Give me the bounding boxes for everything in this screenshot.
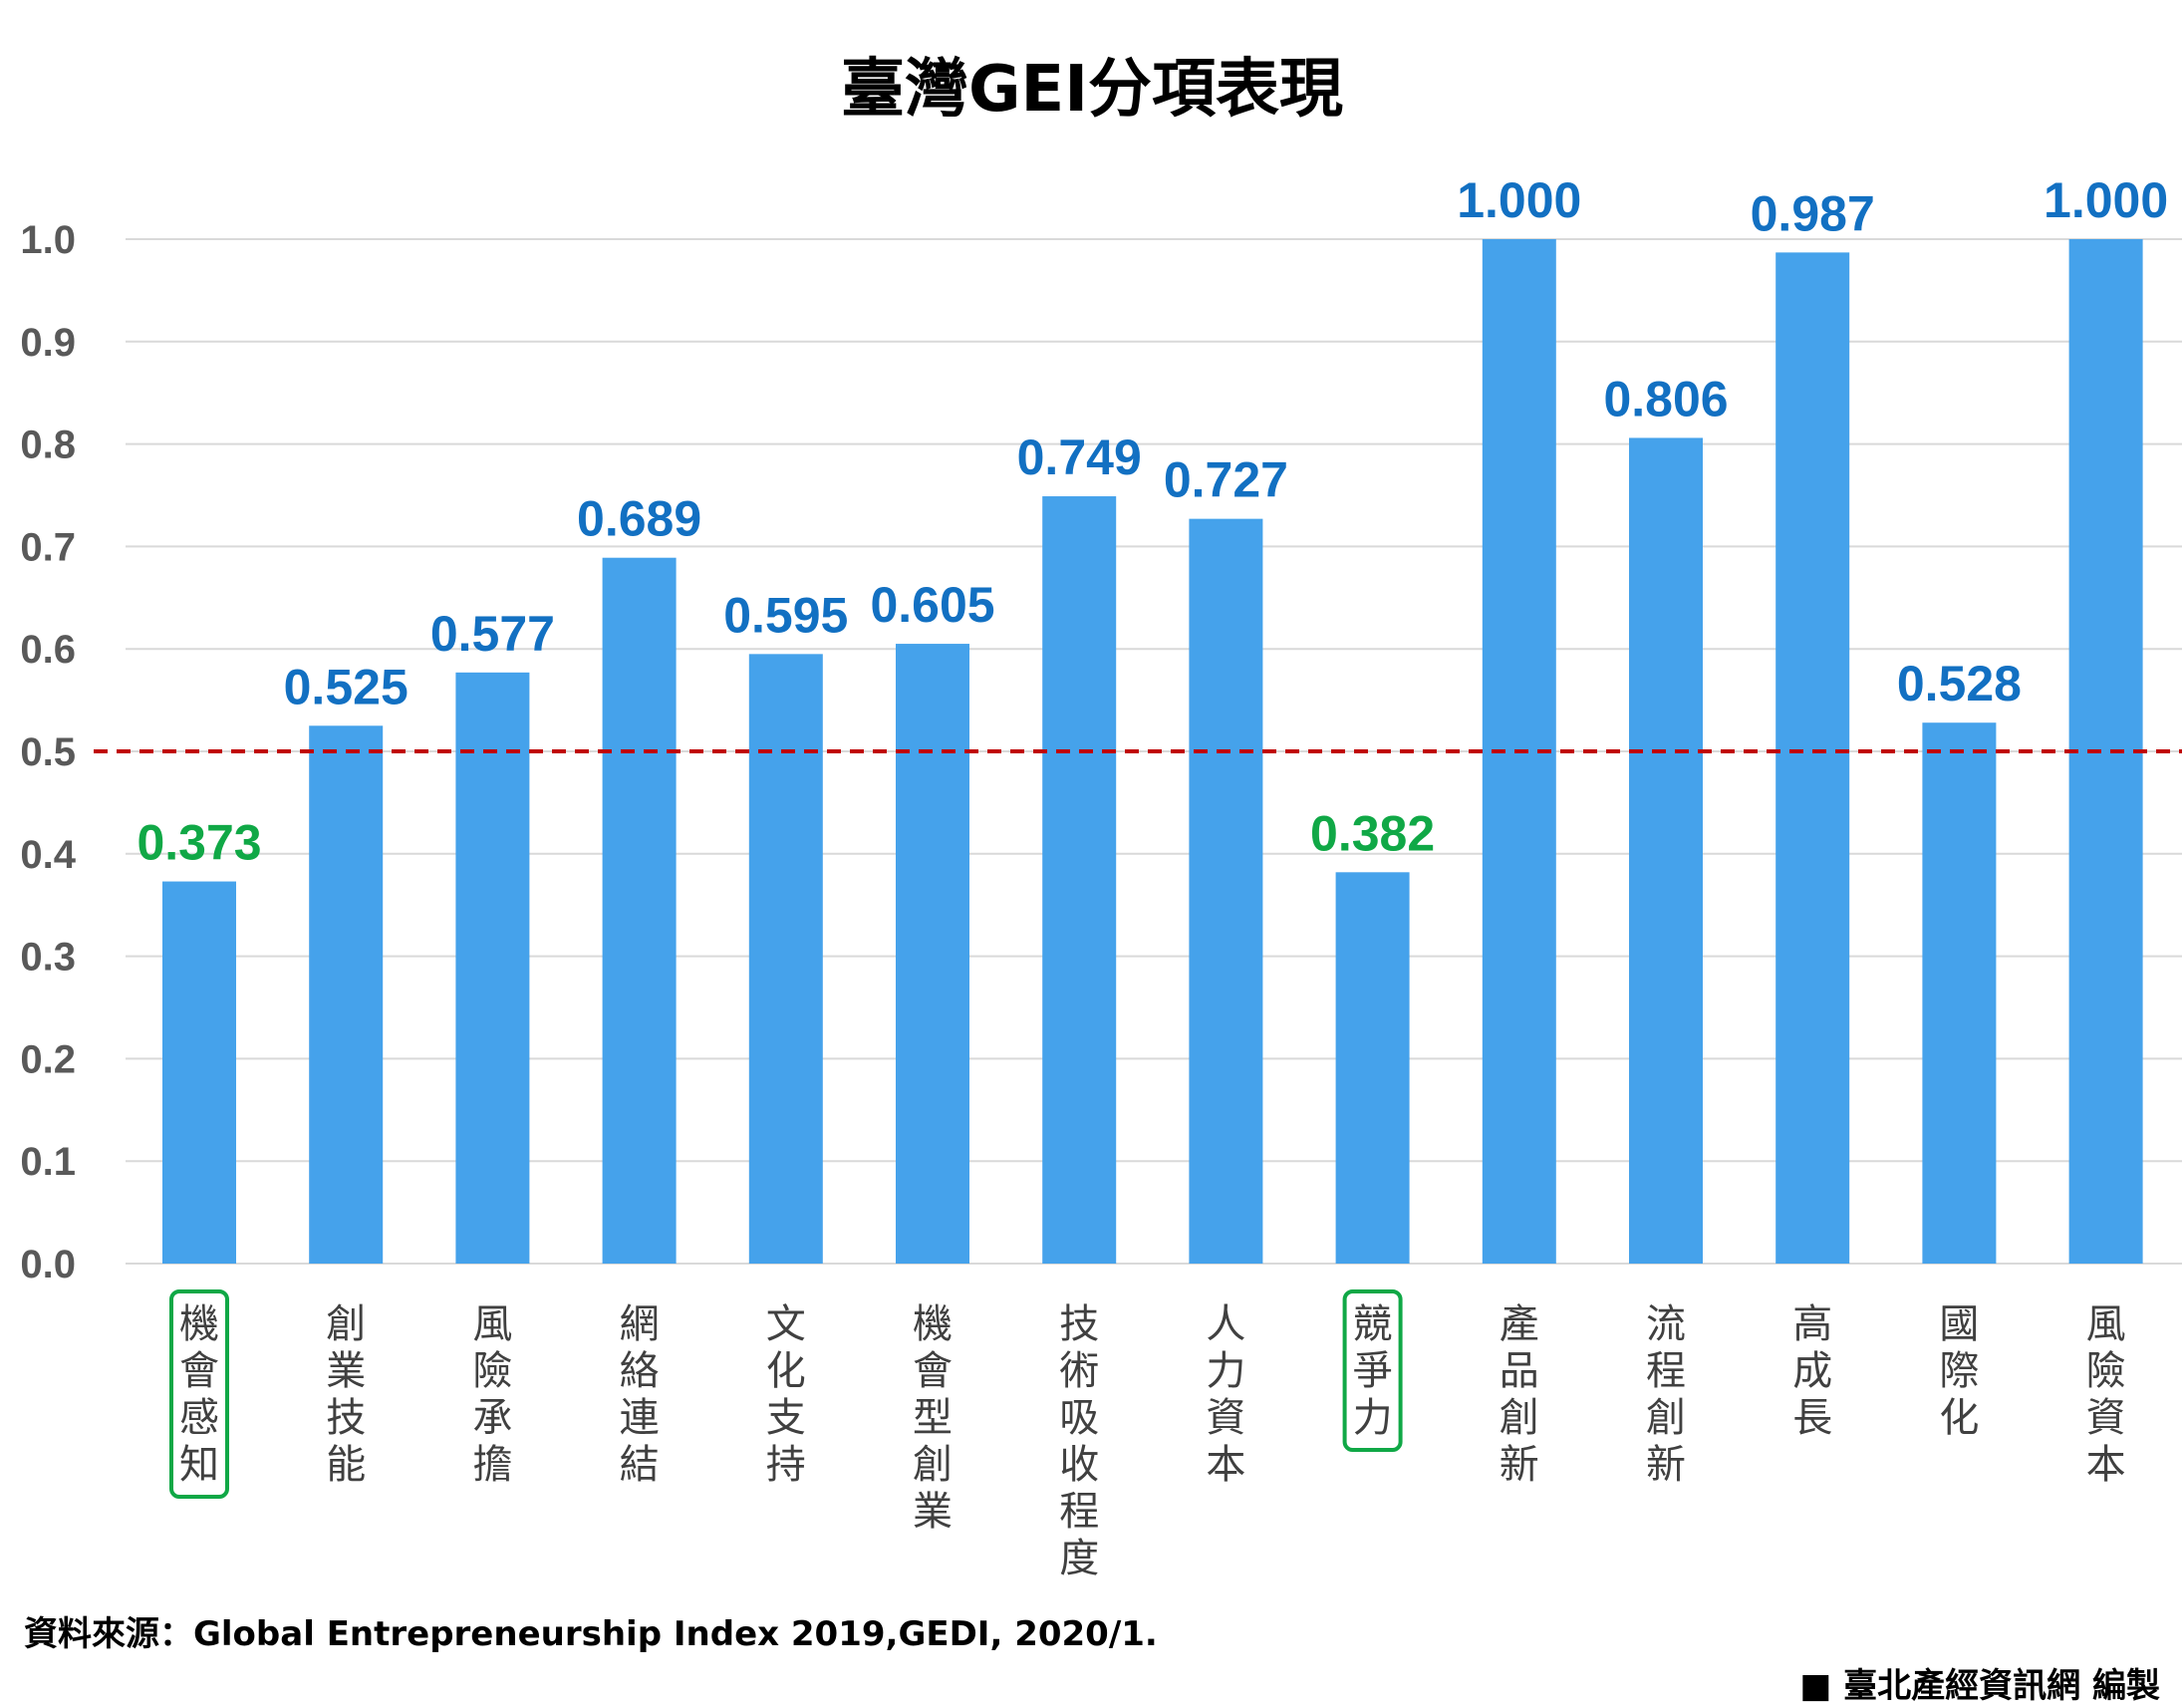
y-tick-label: 0.9	[20, 321, 76, 365]
data-label: 0.806	[1603, 371, 1728, 427]
bar	[309, 725, 384, 1264]
data-label: 0.373	[136, 815, 261, 871]
data-label: 0.577	[430, 606, 555, 662]
chart-title: 臺灣GEI分項表現	[840, 53, 1344, 127]
data-label: 0.525	[284, 659, 409, 714]
highlight-box	[169, 1289, 229, 1499]
x-tick-label: 機會型創業	[913, 1301, 953, 1535]
data-label: 0.528	[1897, 656, 2022, 711]
bar	[1042, 496, 1117, 1264]
y-tick-label: 1.0	[20, 218, 76, 262]
bar	[748, 654, 823, 1264]
data-label: 0.727	[1164, 452, 1288, 508]
data-label: 0.605	[870, 577, 994, 633]
x-tick-label: 產品創新	[1500, 1301, 1539, 1488]
y-tick-label: 0.5	[20, 730, 76, 774]
bar	[1922, 722, 1997, 1264]
x-tick-label: 高成長	[1792, 1301, 1832, 1441]
x-tick-label: 人力資本	[1206, 1301, 1245, 1488]
bar	[1335, 872, 1410, 1264]
x-tick-label: 風險承擔	[472, 1301, 512, 1488]
data-label: 0.595	[723, 587, 848, 643]
data-label: 1.000	[2044, 172, 2168, 228]
bar	[1629, 437, 1703, 1264]
x-tick-label: 國際化	[1939, 1301, 1979, 1441]
bars	[162, 239, 2143, 1264]
y-tick-label: 0.6	[20, 628, 76, 672]
x-tick-label: 創業技能	[326, 1301, 366, 1488]
highlight-box	[1342, 1289, 1403, 1452]
x-tick-label: 技術吸收程度	[1059, 1301, 1099, 1581]
y-tick-label: 0.8	[20, 424, 76, 467]
y-tick-label: 0.3	[20, 936, 76, 980]
bar	[2068, 239, 2143, 1264]
bar	[896, 644, 969, 1264]
y-tick-label: 0.2	[20, 1037, 76, 1081]
data-label: 1.000	[1457, 172, 1581, 228]
bar	[1775, 252, 1850, 1264]
labels: 0.0 0.1 0.2 0.3 0.4 0.5 0.6 0.7 0.8 0.9 1.0 0.373 機會…	[20, 172, 2168, 1581]
credit-note: ■ 臺北產經資訊網 編製	[1799, 1666, 2160, 1706]
x-tick-label: 風險資本	[2086, 1301, 2126, 1488]
y-tick-label: 0.7	[20, 525, 76, 569]
bar	[1189, 518, 1263, 1264]
x-tick-label: 網絡連結	[620, 1301, 660, 1488]
data-label: 0.382	[1310, 805, 1435, 861]
bar	[162, 881, 236, 1264]
data-label: 0.987	[1751, 185, 1875, 241]
x-tick-label: 流程創新	[1646, 1301, 1686, 1488]
x-tick-label: 競爭力	[1353, 1301, 1393, 1441]
y-tick-label: 0.0	[20, 1243, 76, 1286]
data-label: 0.749	[1017, 429, 1142, 485]
y-tick-label: 0.4	[20, 833, 76, 877]
bar	[602, 557, 677, 1264]
y-tick-label: 0.1	[20, 1140, 76, 1184]
source-note: 資料來源：Global Entrepreneurship Index 2019,…	[24, 1614, 1158, 1654]
x-tick-label: 機會感知	[179, 1301, 219, 1488]
bar	[455, 672, 530, 1264]
data-label: 0.689	[577, 491, 701, 547]
x-tick-label: 文化支持	[766, 1301, 806, 1488]
